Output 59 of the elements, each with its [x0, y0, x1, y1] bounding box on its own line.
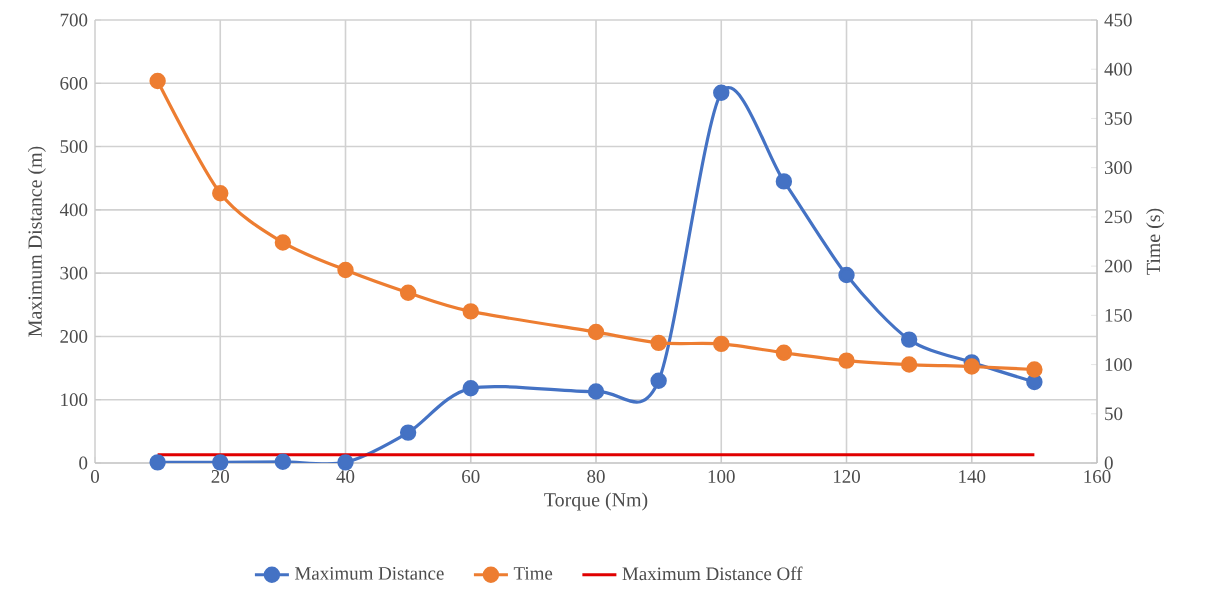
point	[900, 331, 918, 348]
point	[838, 352, 855, 369]
x-tick-label: 80	[587, 470, 605, 483]
x-tick-label: 160	[1084, 470, 1111, 483]
x-tick-label: 40	[336, 470, 355, 483]
point	[1026, 361, 1043, 378]
y2-tick-label: 400	[1104, 62, 1132, 76]
point	[900, 356, 918, 373]
x-tick-label: 140	[959, 470, 986, 483]
y2-tick-label: 50	[1105, 407, 1123, 421]
point	[399, 424, 417, 441]
legend-label: Maximum Distance	[295, 567, 444, 580]
point	[587, 383, 605, 400]
point	[838, 266, 855, 284]
y2-tick-label: 150	[1105, 308, 1132, 322]
y2-tick-label: 250	[1104, 210, 1132, 224]
y-axis-title: Maximum Distance (m)	[27, 146, 46, 337]
y-tick-label: 700	[60, 13, 88, 27]
x-tick-label: 60	[462, 470, 480, 483]
point	[149, 72, 166, 90]
legend-label: Time	[513, 567, 553, 580]
x-tick-label: 120	[833, 470, 860, 483]
y2-tick-label: 0	[1104, 456, 1113, 470]
point	[274, 234, 292, 251]
point	[149, 454, 166, 471]
y2-tick-label: 100	[1105, 358, 1132, 371]
point	[775, 173, 793, 190]
point	[713, 84, 730, 101]
y-tick-label: 600	[60, 76, 88, 90]
y2-tick-label: 300	[1104, 161, 1132, 175]
point	[775, 344, 793, 361]
y2-tick-label: 350	[1104, 112, 1132, 125]
point	[212, 185, 229, 202]
y-tick-label: 100	[61, 393, 88, 407]
point	[462, 380, 479, 397]
y-tick-label: 400	[59, 203, 88, 217]
legend-label: Maximum Distance Off	[622, 566, 803, 581]
y-tick-label: 300	[60, 266, 88, 280]
point	[399, 284, 417, 301]
y-tick-label: 500	[60, 140, 88, 153]
point	[337, 261, 354, 279]
y2-axis-title: Time (s)	[1146, 208, 1165, 275]
point	[212, 454, 229, 471]
point	[650, 372, 667, 389]
point	[462, 303, 479, 320]
x-tick-label: 0	[90, 470, 100, 483]
x-tick-label: 20	[211, 470, 229, 483]
y2-tick-label: 450	[1104, 13, 1132, 27]
point	[713, 335, 730, 353]
y-tick-label: 200	[60, 330, 88, 343]
point	[337, 454, 354, 471]
y2-tick-label: 200	[1104, 259, 1132, 273]
point	[587, 323, 605, 341]
point	[650, 334, 667, 352]
point	[963, 358, 980, 375]
x-axis-title: Torque (Nm)	[544, 492, 648, 511]
x-tick-label: 100	[708, 470, 735, 483]
point	[274, 453, 292, 470]
y-tick-label: 0	[79, 456, 88, 470]
